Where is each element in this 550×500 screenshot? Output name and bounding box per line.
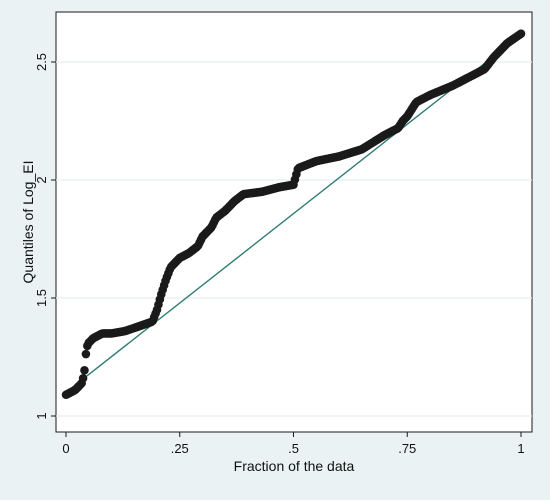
tick-labels-layer: 1 1.5 2 2.5 0 .25 .5 .75 1: [34, 53, 525, 456]
x-tick-label: 0: [62, 441, 69, 456]
y-tick-label: 2: [34, 176, 49, 183]
axes: [51, 61, 522, 437]
x-axis-title: Fraction of the data: [234, 458, 355, 474]
y-axis-title: Quantiles of Log_EI: [20, 161, 36, 284]
data-point: [516, 29, 526, 38]
reference-line-layer: [65, 34, 522, 393]
data-point: [78, 373, 88, 383]
plot-background: [55, 11, 533, 433]
reference-line: [65, 34, 522, 393]
data-point: [80, 365, 89, 375]
x-tick-label: .5: [288, 441, 299, 456]
y-tick-label: 2.5: [34, 53, 49, 71]
x-tick-label: 1: [517, 441, 524, 456]
x-tick-label: .75: [398, 441, 416, 456]
y-tick-label: 1: [34, 412, 49, 419]
x-tick-label: .25: [171, 441, 189, 456]
data-points-layer: [61, 29, 526, 400]
y-tick-label: 1.5: [34, 289, 49, 307]
data-point: [81, 349, 91, 359]
